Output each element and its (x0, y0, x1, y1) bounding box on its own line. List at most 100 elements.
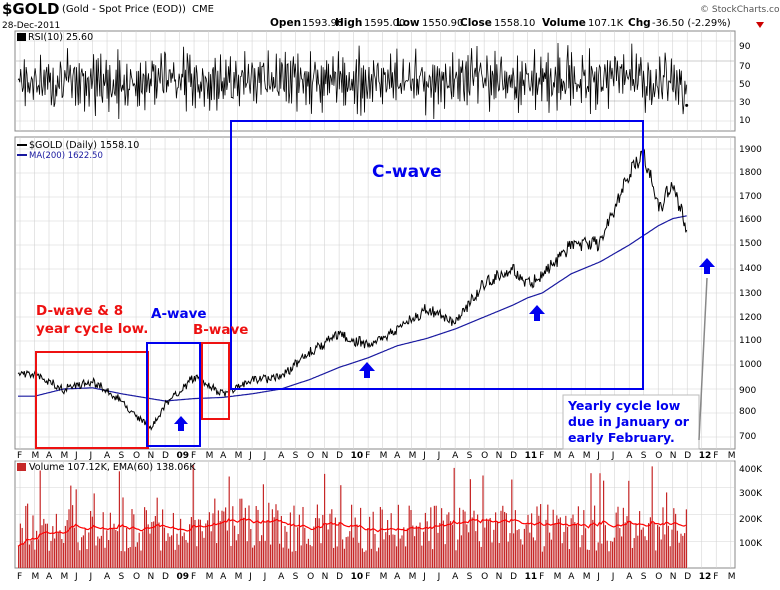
volume-bar (577, 506, 579, 568)
volume-bar (158, 522, 160, 568)
volume-bar (559, 517, 561, 568)
volume-bar (135, 546, 137, 568)
volume-bar (288, 548, 290, 568)
volume-bar (682, 535, 684, 568)
volume-bar (673, 508, 675, 568)
month-tick-label: M (206, 572, 214, 582)
volume-bar (73, 527, 75, 568)
d-wave-label-line2: year cycle low. (36, 321, 148, 337)
volume-bar (149, 533, 151, 568)
month-tick-label: A (568, 572, 575, 582)
volume-bar (583, 510, 585, 568)
volume-bar (642, 527, 644, 568)
up-arrow-icon (174, 416, 188, 431)
month-tick-label: A (46, 572, 53, 582)
volume-bar (439, 522, 441, 568)
volume-bar (446, 514, 448, 568)
volume-bar (451, 525, 453, 568)
volume-bar (284, 526, 286, 568)
cycle-note-line3: early February. (568, 430, 675, 445)
volume-ema-series (17, 518, 687, 547)
month-tick-label: M (554, 572, 562, 582)
volume-bar (156, 497, 158, 568)
volume-bar (19, 523, 21, 568)
month-tick-label: M (583, 572, 591, 582)
volume-bar (327, 529, 329, 568)
volume-bar (219, 521, 221, 568)
volume-bar (248, 505, 250, 568)
volume-bar (369, 516, 371, 568)
month-tick-label: N (670, 451, 677, 461)
volume-bar (250, 528, 252, 568)
volume-bar (118, 471, 120, 568)
volume-bar (387, 520, 389, 568)
volume-bar (574, 522, 576, 568)
volume-bar (453, 467, 455, 568)
volume-bar (34, 549, 36, 568)
volume-bar (666, 492, 668, 568)
price-tick: 1300 (739, 289, 762, 299)
month-tick-label: A (568, 451, 575, 461)
month-tick-label: J (74, 572, 78, 582)
volume-bar (255, 506, 257, 568)
volume-bar (415, 525, 417, 568)
volume-bar (264, 540, 266, 568)
month-tick-label: A (452, 572, 459, 582)
volume-bar (545, 519, 547, 568)
volume-bar (590, 473, 592, 568)
month-tick-label: O (307, 451, 314, 461)
volume-bar (131, 509, 133, 568)
volume-tick: 100K (739, 539, 763, 549)
volume-bar (685, 509, 687, 568)
month-tick-label: F (191, 451, 196, 461)
volume-bar (342, 539, 344, 568)
volume-bar (180, 518, 182, 568)
chg-label: Chg (628, 17, 651, 29)
volume-bar (84, 528, 86, 568)
volume-bar (198, 519, 200, 568)
volume-bar (612, 541, 614, 568)
volume-bar (172, 512, 174, 568)
volume-bar (608, 551, 610, 568)
month-tick-label: 10 (351, 572, 364, 582)
volume-bar (66, 520, 68, 568)
volume-bar (115, 529, 117, 568)
volume-bars (18, 464, 687, 568)
volume-bar (588, 549, 590, 568)
volume-bar (61, 539, 63, 568)
volume-bar (153, 521, 155, 568)
volume-bar (405, 546, 407, 568)
volume-bar (57, 532, 59, 568)
volume-bar (226, 530, 228, 568)
month-tick-label: F (365, 451, 370, 461)
month-tick-label: 11 (525, 451, 538, 461)
volume-bar (628, 480, 630, 568)
month-tick-label: A (220, 572, 227, 582)
month-tick-label: M (554, 451, 562, 461)
high-value: 1595.00 (364, 18, 405, 29)
month-tick-label: J (596, 572, 600, 582)
volume-bar (41, 525, 43, 568)
volume-bar (194, 519, 196, 568)
month-tick-label: M (61, 451, 69, 461)
price-line (17, 148, 688, 431)
volume-bar (354, 517, 356, 568)
month-tick-label: A (394, 572, 401, 582)
volume-bar (243, 517, 245, 568)
month-tick-label: J (89, 572, 93, 582)
volume-bar (516, 530, 518, 568)
volume-bar (676, 530, 678, 568)
c-wave-label: C-wave (372, 162, 442, 182)
volume-bar (507, 541, 509, 568)
volume-bar (55, 513, 57, 568)
volume-bar (45, 523, 47, 568)
volume-bar (37, 539, 39, 568)
volume-bar (622, 507, 624, 568)
volume-bar (160, 550, 162, 568)
volume-value: 107.1K (588, 18, 624, 29)
month-tick-label: A (220, 451, 227, 461)
volume-bar (329, 513, 331, 568)
volume-bar (351, 504, 353, 568)
volume-bar (43, 518, 45, 568)
